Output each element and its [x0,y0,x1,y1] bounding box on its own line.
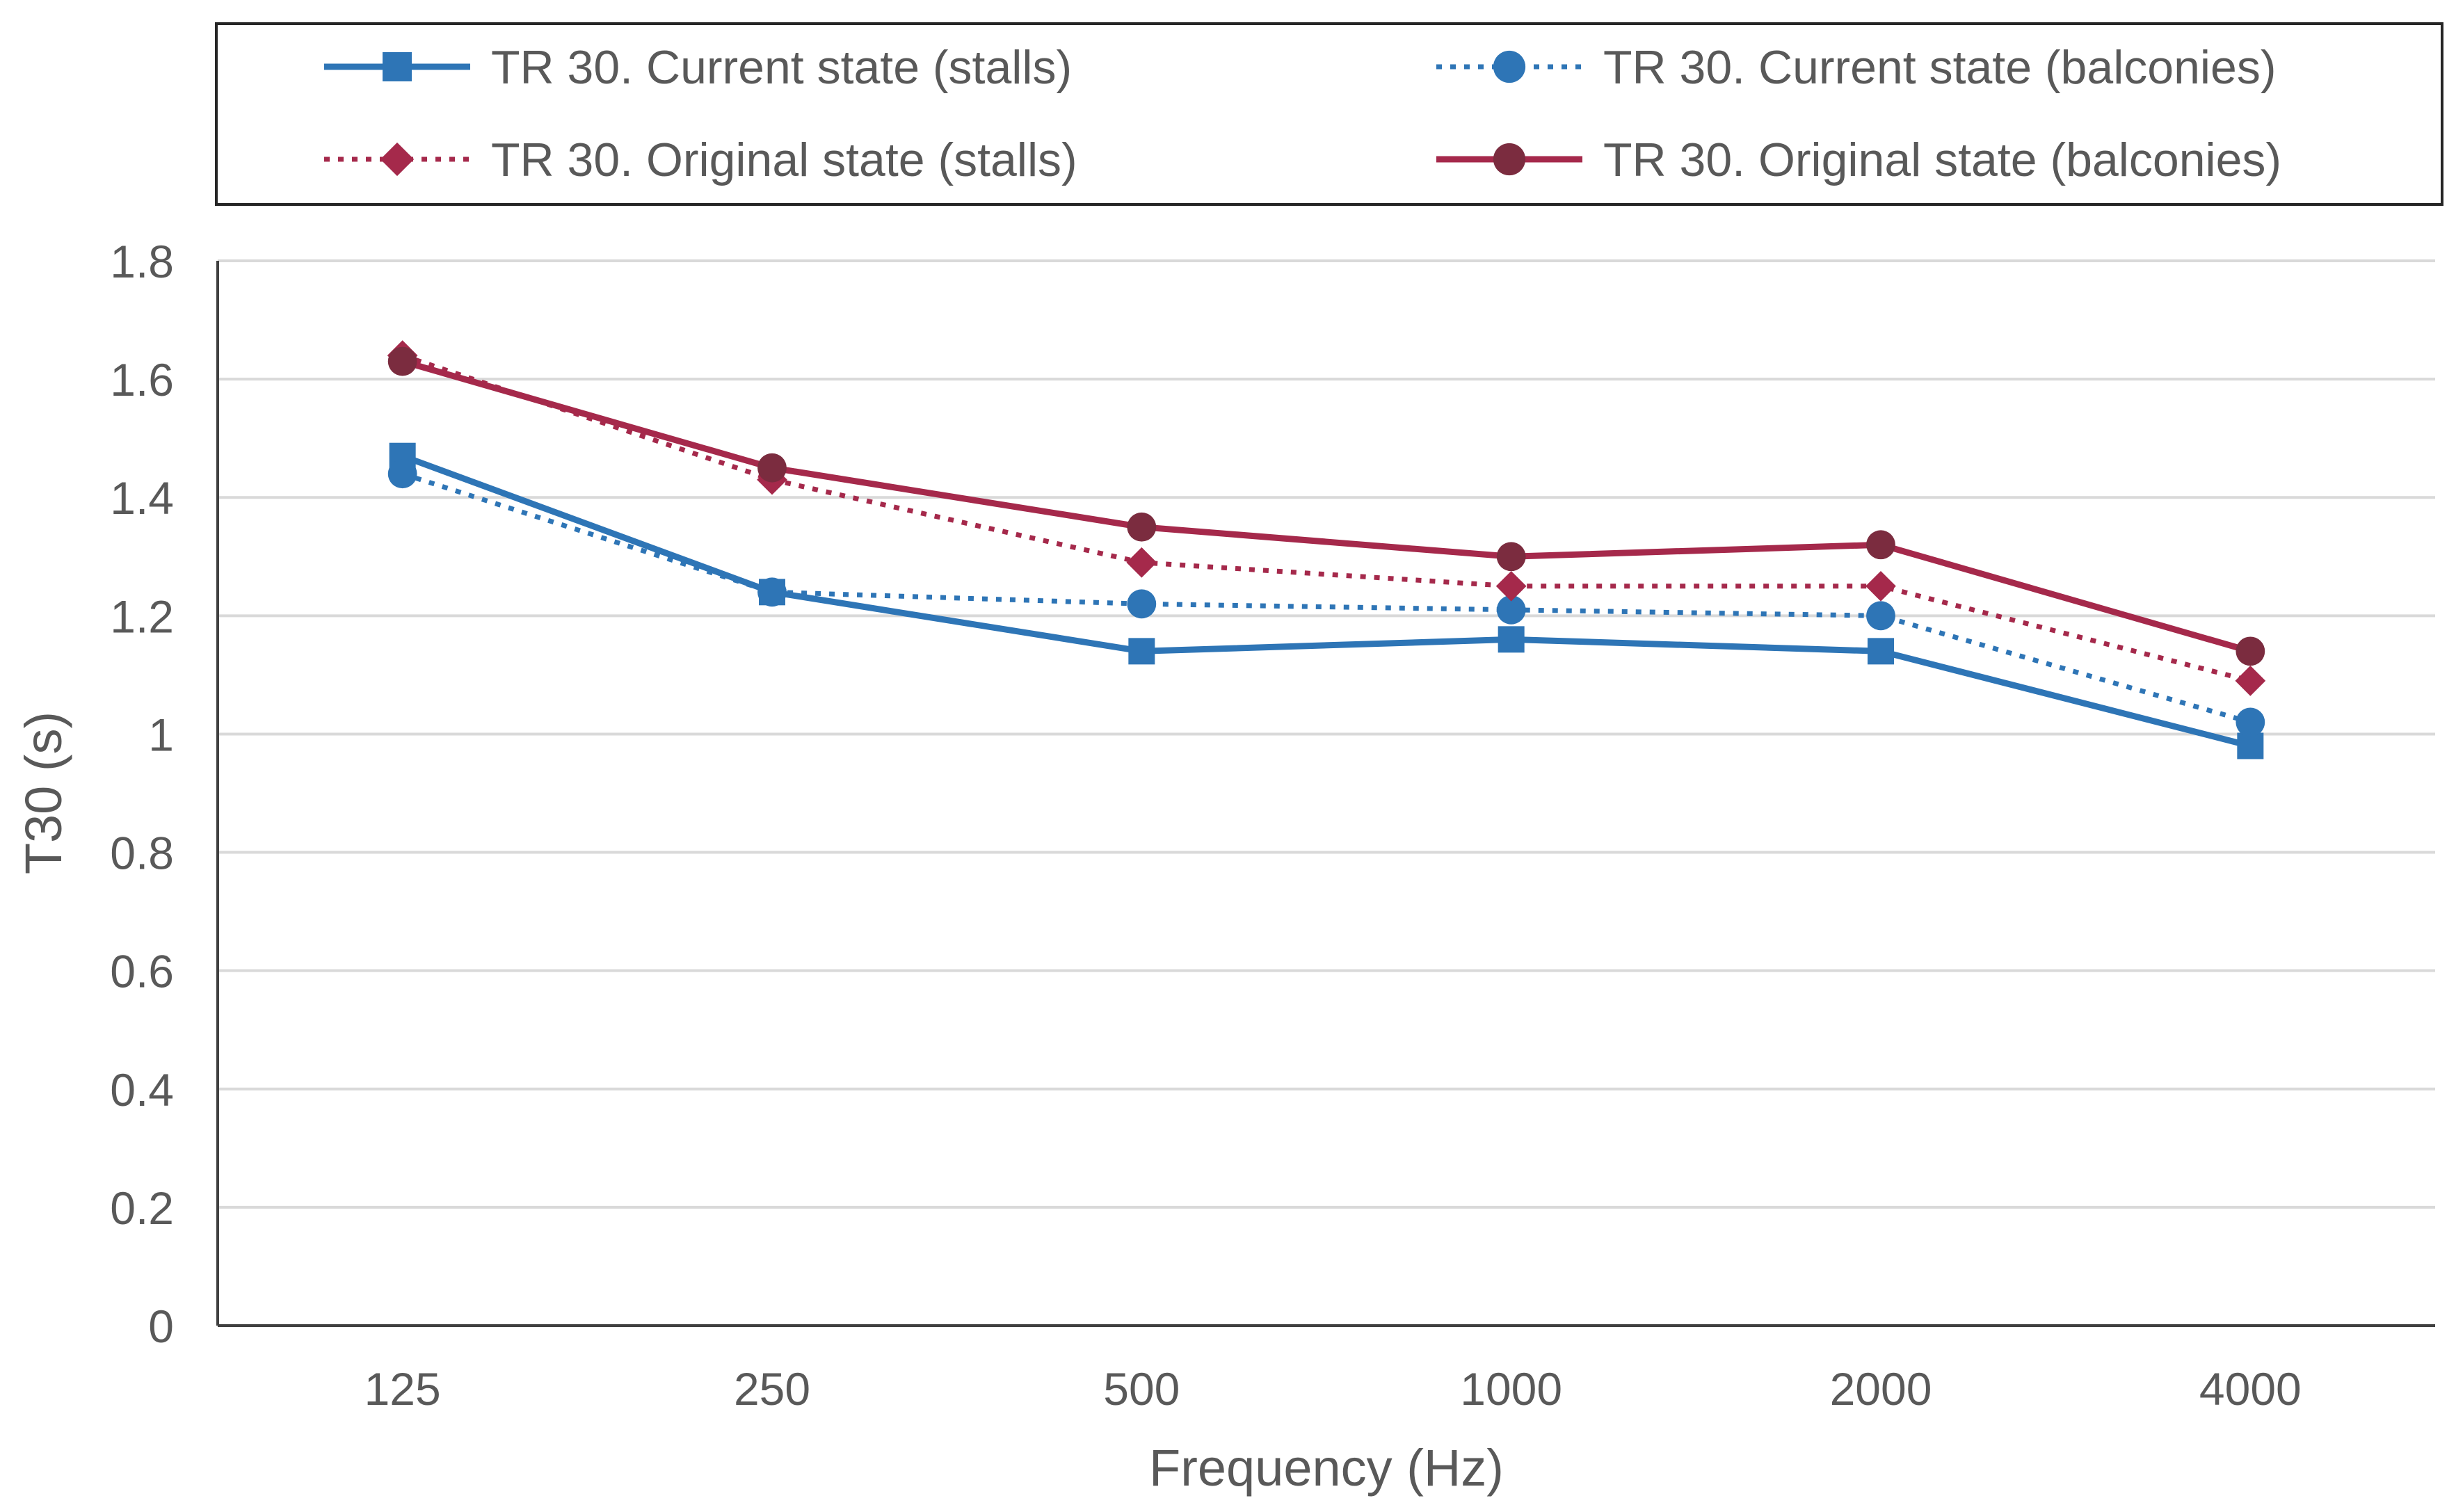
x-tick-label: 1000 [1460,1363,1562,1415]
data-point-circle [2236,636,2265,666]
legend-label: TR 30. Original state (balconies) [1603,134,2281,186]
data-point-square [1128,638,1155,665]
legend-item: TR 30. Original state (balconies) [1436,134,2281,186]
data-point-circle [387,346,417,376]
data-point-diamond [1126,547,1157,578]
legend-label: TR 30. Current state (balconies) [1603,41,2277,94]
data-point-diamond [1495,570,1527,602]
data-point-circle [1127,512,1157,542]
x-tick-label: 125 [364,1363,441,1415]
x-tick-label: 250 [734,1363,810,1415]
data-point-circle [757,453,787,483]
data-point-circle [1493,50,1526,83]
y-tick-label: 0.2 [110,1182,174,1234]
x-tick-label: 500 [1103,1363,1180,1415]
data-point-circle [2236,707,2265,737]
data-point-circle [387,459,417,489]
y-axis-title: T30 (s) [15,711,72,874]
legend-label: TR 30. Original state (stalls) [491,134,1077,186]
y-tick-labels: 0 0.2 0.4 0.6 0.8 1 1.2 1.4 1.6 1.8 [110,236,174,1352]
y-tick-label: 0.4 [110,1064,174,1116]
data-point-circle [1496,595,1526,625]
y-tick-label: 1.2 [110,590,174,642]
x-axis-title: Frequency (Hz) [1149,1439,1504,1497]
data-point-circle [757,577,787,607]
legend-item: TR 30. Current state (stalls) [324,41,1072,94]
data-point-circle [1496,542,1526,572]
data-point-circle [1866,530,1895,560]
legend-box [215,22,2443,206]
legend-item: TR 30. Original state (stalls) [324,134,1077,186]
x-tick-labels: 125 250 500 1000 2000 4000 [364,1363,2302,1415]
data-point-square [383,52,412,81]
gridlines [218,259,2435,1209]
y-tick-label: 1 [148,709,174,760]
legend-item: TR 30. Current state (balconies) [1436,41,2277,94]
data-point-square [2237,732,2264,759]
series-line [401,358,2252,654]
data-point-diamond [2235,666,2266,696]
series-line [401,353,2252,684]
series-1 [389,442,2264,759]
y-tick-label: 0.6 [110,946,174,997]
data-point-circle [1127,589,1157,619]
data-point-circle [1493,143,1526,176]
legend-label: TR 30. Current state (stalls) [491,41,1072,94]
series-line [401,471,2252,725]
series-line [401,453,2252,749]
data-point-circle [1866,601,1895,631]
series-group [387,340,2266,759]
y-tick-label: 1.6 [110,354,174,405]
x-tick-label: 4000 [2199,1363,2302,1415]
y-tick-label: 0.8 [110,828,174,879]
data-point-diamond [380,142,415,177]
legend: TR 30. Current state (stalls) TR 30. Curr… [324,41,2281,186]
data-point-square [1868,638,1894,665]
y-tick-label: 1.4 [110,472,174,524]
y-tick-label: 0 [148,1301,174,1352]
data-point-diamond [1865,570,1896,602]
series-4 [387,346,2265,666]
data-point-square [1498,626,1525,653]
series-2 [387,459,2265,737]
x-tick-label: 2000 [1830,1363,1932,1415]
y-tick-label: 1.8 [110,236,174,287]
